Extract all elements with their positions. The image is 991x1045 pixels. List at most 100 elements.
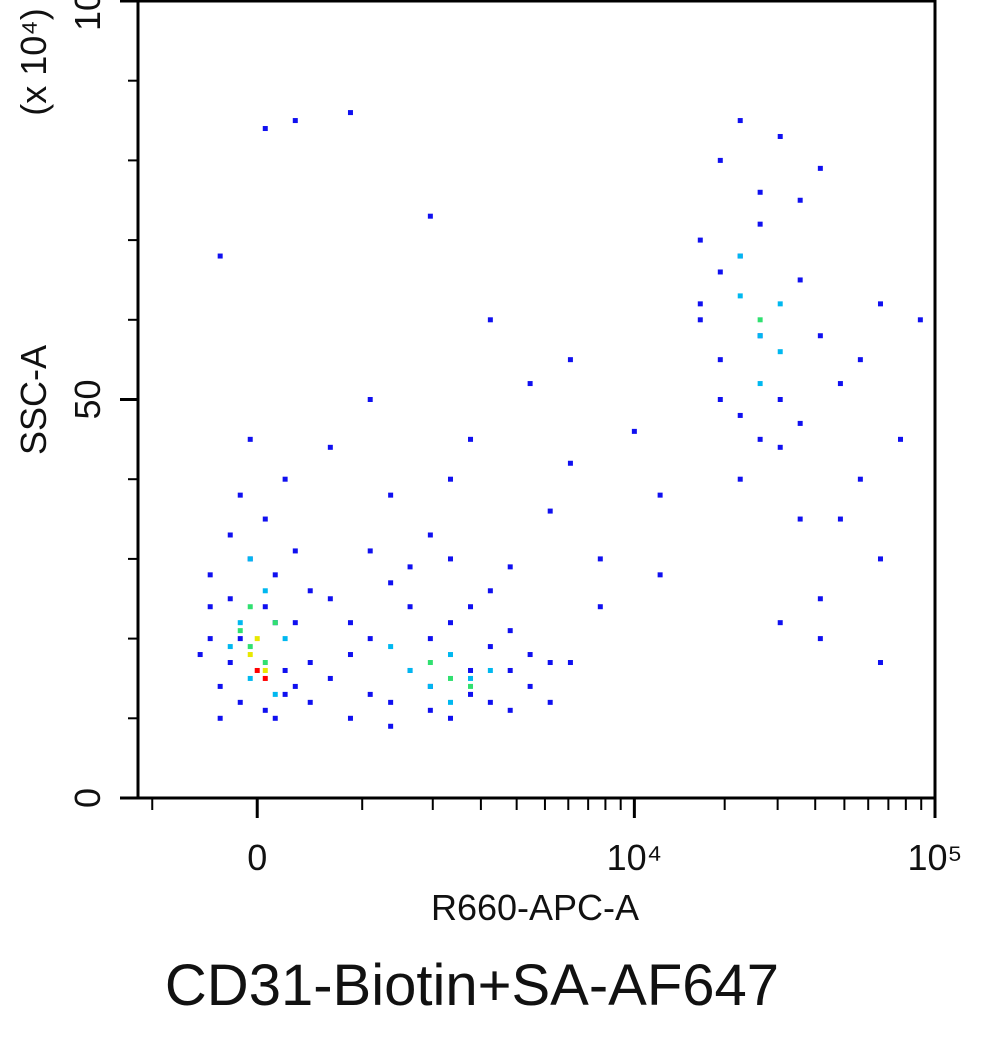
data-point	[197, 652, 203, 658]
data-point	[837, 381, 843, 387]
data-point	[757, 189, 763, 195]
data-point	[507, 667, 513, 673]
data-point	[388, 723, 394, 729]
data-point	[262, 604, 268, 610]
data-point	[227, 644, 233, 650]
data-point	[777, 444, 783, 450]
data-point	[262, 126, 268, 132]
chart-title: CD31-Biotin+SA-AF647	[165, 953, 779, 1018]
data-point	[217, 715, 223, 721]
data-point	[468, 667, 474, 673]
data-point	[877, 301, 883, 307]
data-point	[447, 675, 453, 681]
data-point	[717, 269, 723, 275]
data-point	[247, 556, 253, 562]
data-point	[407, 604, 413, 610]
data-point	[272, 572, 278, 578]
data-point	[737, 293, 743, 299]
data-point	[817, 636, 823, 642]
data-point	[547, 508, 553, 514]
data-point	[797, 420, 803, 426]
data-point	[292, 548, 298, 554]
data-point	[262, 660, 268, 666]
data-point	[237, 620, 243, 626]
data-point	[367, 636, 373, 642]
data-point	[527, 683, 533, 689]
data-point	[282, 476, 288, 482]
data-point	[427, 532, 433, 538]
data-point	[817, 165, 823, 171]
y-tick-label: 50	[67, 379, 108, 419]
data-point	[237, 636, 243, 642]
data-point	[388, 699, 394, 705]
data-point	[717, 357, 723, 363]
data-point	[897, 436, 903, 442]
data-point	[917, 317, 923, 323]
data-point	[254, 667, 260, 673]
data-point	[817, 596, 823, 602]
data-point	[507, 628, 513, 634]
data-point	[447, 652, 453, 658]
data-point	[597, 556, 603, 562]
data-point	[237, 492, 243, 498]
data-point	[777, 620, 783, 626]
y-axis-label: SSC-A	[13, 345, 54, 455]
data-point	[367, 397, 373, 402]
data-point	[447, 476, 453, 482]
data-point	[737, 118, 743, 124]
data-point	[427, 707, 433, 713]
data-point	[247, 436, 253, 442]
data-point	[817, 333, 823, 339]
data-point	[327, 444, 333, 450]
data-point	[447, 556, 453, 562]
data-point	[227, 660, 233, 666]
data-point	[757, 333, 763, 339]
data-point	[227, 532, 233, 538]
data-point	[737, 253, 743, 259]
data-point	[837, 516, 843, 522]
data-point	[857, 357, 863, 363]
x-tick-label: 10⁴	[607, 837, 663, 878]
data-point	[262, 707, 268, 713]
data-point	[487, 644, 493, 650]
data-point	[657, 572, 663, 578]
data-point	[388, 580, 394, 586]
x-axis-label: R660-APC-A	[431, 887, 639, 928]
data-point	[207, 636, 213, 642]
data-point	[282, 636, 288, 642]
data-point	[272, 715, 278, 721]
x-tick-label: 10⁵	[908, 837, 963, 878]
data-point	[247, 675, 253, 681]
data-point	[427, 636, 433, 642]
data-point	[247, 644, 253, 650]
data-point	[307, 699, 313, 705]
data-point	[207, 572, 213, 578]
data-point	[247, 604, 253, 610]
data-point	[547, 660, 553, 666]
data-point	[527, 652, 533, 658]
data-point	[388, 644, 394, 650]
data-point	[697, 237, 703, 243]
data-point	[527, 381, 533, 387]
data-point	[567, 460, 573, 466]
data-point	[777, 133, 783, 139]
data-point	[468, 675, 474, 681]
data-point	[407, 564, 413, 570]
data-point	[468, 436, 474, 442]
data-point	[388, 492, 394, 498]
data-point	[427, 213, 433, 219]
data-point	[282, 667, 288, 673]
data-point	[367, 691, 373, 697]
data-point	[292, 118, 298, 124]
data-point	[737, 412, 743, 418]
data-point	[227, 596, 233, 602]
data-point	[292, 620, 298, 626]
data-point	[247, 652, 253, 658]
data-point	[487, 667, 493, 673]
data-point	[407, 667, 413, 673]
data-point	[237, 628, 243, 634]
data-point	[507, 707, 513, 713]
data-point	[877, 556, 883, 562]
data-point	[237, 699, 243, 705]
data-point	[272, 691, 278, 697]
